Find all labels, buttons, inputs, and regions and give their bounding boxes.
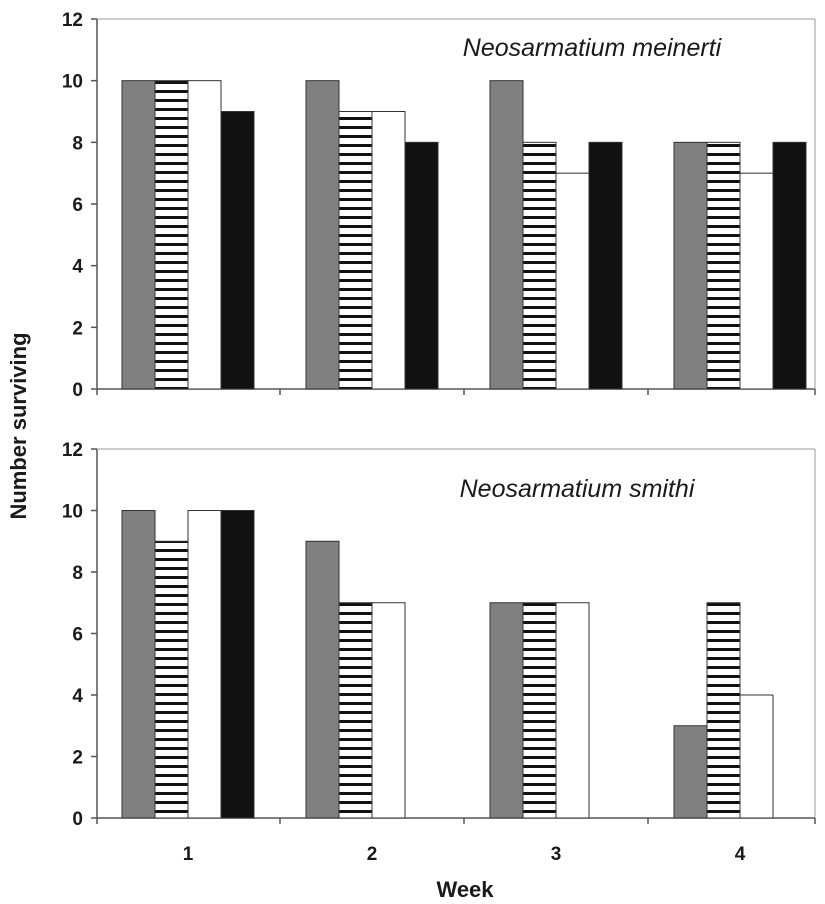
y-tick-label: 0 [72,809,83,830]
y-tick-label: 12 [62,10,83,31]
bar-week1-s3 [187,510,222,819]
y-tick-label: 6 [72,195,83,216]
panel-title: Neosarmatium meinerti [463,34,723,62]
y-tick-label: 8 [72,133,83,154]
bar-week3-s3 [555,172,590,390]
bar-week4-s2 [706,141,741,390]
bar-week2-s1 [305,540,340,819]
bar-week2-s3 [371,111,406,390]
y-tick-label: 6 [72,625,83,646]
x-tick-label: 2 [367,844,378,865]
panel-title: Neosarmatium smithi [460,475,696,503]
bar-week1-s2 [154,80,189,390]
bar-week3-s2 [522,141,557,390]
x-tick-label: 4 [735,844,746,865]
y-tick-label: 12 [62,440,83,461]
y-tick-label: 4 [72,686,83,707]
bar-week4-s2 [706,602,741,819]
x-tick-label: 1 [183,844,194,865]
bar-week2-s3 [371,602,406,819]
bar-week2-s4 [404,141,439,390]
y-tick-label: 8 [72,563,83,584]
bar-week4-s1 [673,725,708,819]
panel-meinerti: Neosarmatium meinerti 0 2 4 6 8 10 12 [62,10,816,401]
bar-week3-s4 [588,141,623,390]
bar-week2-s2 [338,602,373,819]
bar-week3-s2 [522,602,557,819]
bar-week1-s3 [187,80,222,390]
bar-week3-s1 [489,80,524,390]
bar-week1-s4 [220,510,255,819]
bar-week2-s1 [305,80,340,390]
bar-week1-s4 [220,111,255,390]
y-tick-label: 10 [62,502,83,523]
bar-week1-s2 [154,540,189,819]
bar-week4-s3 [739,172,774,390]
y-tick-label: 0 [72,380,83,401]
bar-week4-s3 [739,694,774,819]
bar-week1-s1 [121,80,156,390]
bar-week3-s3 [555,602,590,819]
y-tick-label: 2 [72,748,83,769]
x-tick-label: 3 [551,844,562,865]
y-tick-label: 4 [72,257,83,278]
y-tick-label: 2 [72,318,83,339]
y-tick-label: 10 [62,72,83,93]
bar-week3-s1 [489,602,524,819]
y-axis-title: Number surviving [6,332,31,519]
x-axis-title: Week [436,877,494,902]
bar-week4-s1 [673,141,708,390]
bar-week4-s4 [772,141,807,390]
bar-week2-s2 [338,111,373,390]
bar-week1-s1 [121,510,156,819]
